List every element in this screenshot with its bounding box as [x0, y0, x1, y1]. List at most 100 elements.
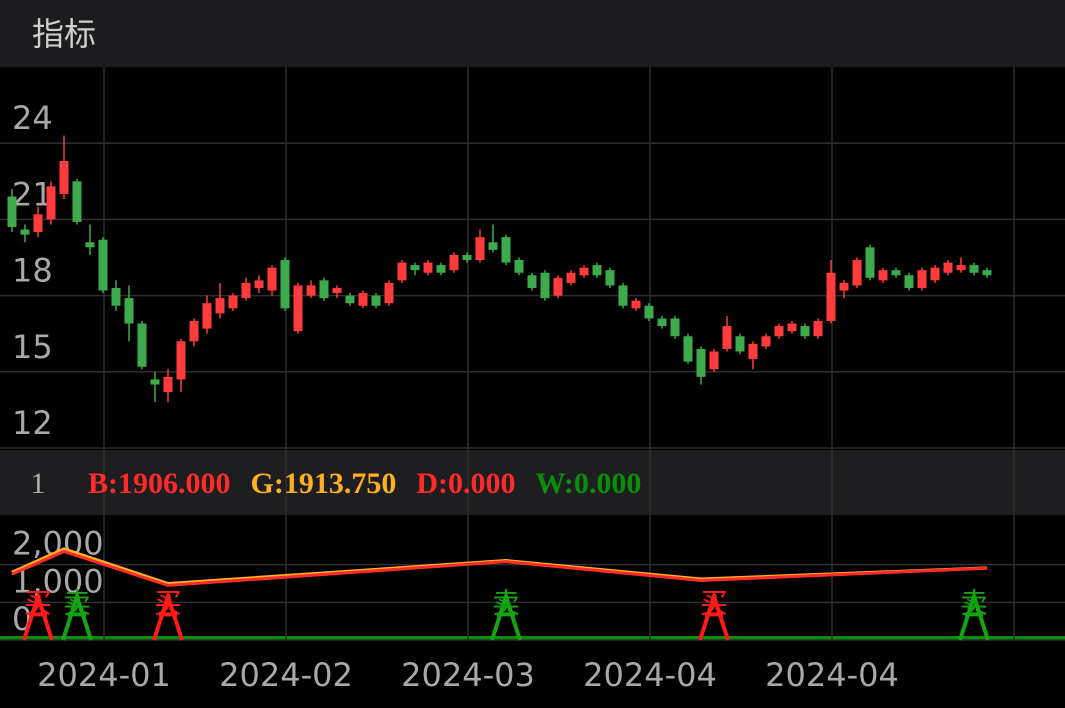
x-tick-label: 2024-04 [583, 656, 717, 694]
signal-mark [61, 589, 93, 641]
signal-label: 卖 [63, 586, 91, 619]
candle-body [280, 260, 290, 309]
x-tick-label: 2024-03 [401, 656, 535, 694]
candle-body [696, 348, 706, 377]
candle-body [787, 323, 797, 332]
candle-body [865, 247, 875, 278]
legend-entry: W:0.000 [535, 467, 641, 500]
legend-entry: D:0.000 [416, 467, 515, 500]
signal-mark [152, 589, 184, 641]
candle-body [618, 285, 628, 306]
candle-body [124, 298, 134, 324]
candle-body [852, 260, 862, 286]
signal-label: 买 [24, 586, 52, 619]
x-tick-label: 2024-01 [37, 656, 171, 694]
candle-body [501, 237, 511, 263]
candle-body [59, 160, 69, 194]
candle-body [878, 270, 888, 281]
candle-body [748, 343, 758, 360]
indicator-line [11, 547, 988, 586]
y-tick-label: 15 [12, 328, 53, 366]
y-tick-label: 24 [12, 99, 53, 137]
candle-body [319, 280, 329, 299]
header-bar [0, 0, 1065, 67]
candle-body [891, 270, 901, 276]
indicator-line [11, 549, 988, 587]
candle-body [904, 275, 914, 288]
candle-body [722, 326, 732, 349]
candle-body [7, 196, 17, 228]
candle-body [657, 318, 667, 327]
signal-mark [490, 589, 522, 641]
signal-label: 卖 [960, 586, 988, 619]
candle-body [306, 285, 316, 296]
candle-body [514, 260, 524, 273]
header-title: 指标 [32, 15, 96, 53]
candle-body [670, 318, 680, 337]
candle-body [384, 282, 394, 304]
candle-body [397, 262, 407, 281]
candle-body [371, 295, 381, 306]
candle-body [111, 287, 121, 306]
candle-body [85, 242, 95, 248]
candle-body [930, 267, 940, 281]
x-tick-label: 2024-02 [219, 656, 353, 694]
candle-body [943, 262, 953, 273]
candle-body [592, 265, 602, 276]
candle-body [33, 214, 43, 233]
candle-body [423, 262, 433, 273]
candle-body [969, 265, 979, 273]
legend-bar [0, 450, 1065, 515]
candle-body [540, 272, 550, 299]
candle-body [137, 323, 147, 367]
candle-body [332, 287, 342, 294]
candle-body [774, 326, 784, 337]
signal-label: 卖 [492, 586, 520, 619]
candle-body [488, 242, 498, 250]
x-tick-label: 2024-04 [765, 656, 899, 694]
signal-label: 买 [700, 586, 728, 619]
candle-body [46, 186, 56, 220]
y-tick-label: 21 [12, 175, 53, 213]
candle-body [709, 351, 719, 370]
candle-body [566, 272, 576, 283]
candle-body [72, 181, 82, 222]
candle-body [605, 270, 615, 286]
signal-mark [958, 589, 990, 641]
candle-body [436, 265, 446, 273]
candle-body [631, 300, 641, 309]
candle-body [410, 265, 420, 271]
candle-body [293, 285, 303, 332]
candle-body [241, 282, 251, 299]
candle-body [228, 295, 238, 309]
y-tick-label: 18 [12, 252, 53, 290]
candle-body [826, 272, 836, 321]
candle-body [956, 265, 966, 271]
candle-body [215, 298, 225, 314]
candle-body [462, 254, 472, 261]
candle-body [579, 267, 589, 276]
candle-body [345, 295, 355, 304]
signal-mark [698, 589, 730, 641]
candle-body [254, 280, 264, 288]
signal-label: 买 [154, 586, 182, 619]
candle-body [98, 239, 108, 291]
candle-body [644, 305, 654, 319]
candle-body [839, 282, 849, 291]
candle-body [150, 379, 160, 385]
candle-body [813, 321, 823, 337]
candle-body [358, 293, 368, 306]
candle-body [449, 254, 459, 271]
candle-body [176, 341, 186, 380]
candle-body [202, 303, 212, 329]
candle-body [267, 267, 277, 291]
candle-body [917, 270, 927, 288]
candle-body [735, 336, 745, 352]
candle-body [761, 336, 771, 347]
candle-body [475, 237, 485, 261]
candle-body [163, 376, 173, 393]
y-tick-label: 12 [12, 404, 53, 442]
candle-body [527, 275, 537, 288]
legend-entry: G:1913.750 [251, 467, 397, 500]
